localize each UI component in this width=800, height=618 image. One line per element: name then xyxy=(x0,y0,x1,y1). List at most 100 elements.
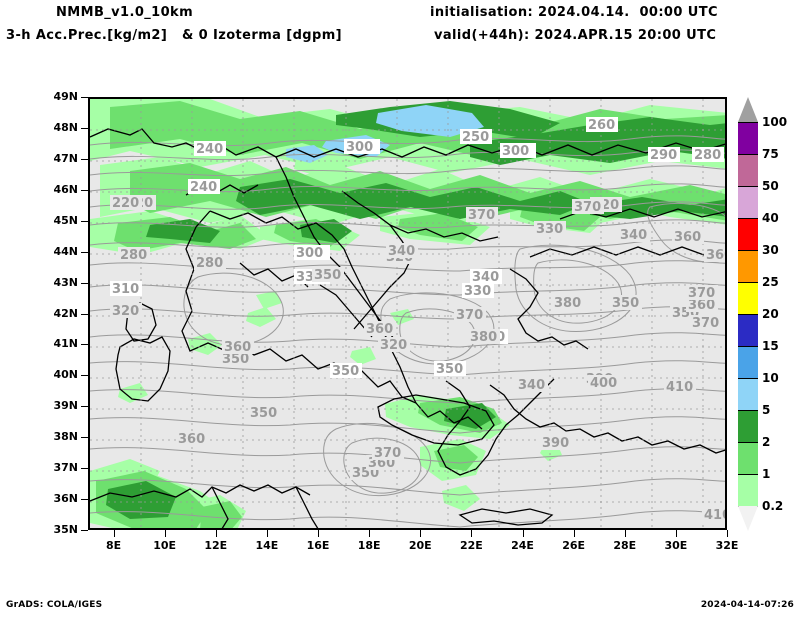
svg-text:280: 280 xyxy=(694,148,721,163)
colorbar-tick-label: 40 xyxy=(762,211,779,225)
x-tick xyxy=(471,530,473,537)
map-canvas: 220 240 240 250 260 280 280 290 280 300 … xyxy=(90,99,727,528)
colorbar-tick xyxy=(738,474,758,475)
svg-text:360: 360 xyxy=(706,248,727,263)
y-tick xyxy=(81,406,88,408)
svg-text:350: 350 xyxy=(612,296,639,311)
svg-text:300: 300 xyxy=(502,144,529,159)
y-axis-label: 39N xyxy=(53,399,78,413)
colorbar-segment xyxy=(738,282,758,314)
footer-credit: GrADS: COLA/IGES xyxy=(6,600,103,610)
svg-text:400: 400 xyxy=(590,376,617,391)
colorbar-tick xyxy=(738,346,758,347)
colorbar-segment xyxy=(738,186,758,218)
svg-text:350: 350 xyxy=(332,364,359,379)
svg-text:360: 360 xyxy=(224,340,251,355)
x-tick xyxy=(727,530,728,537)
y-tick xyxy=(81,437,88,439)
colorbar-tick xyxy=(738,154,758,155)
colorbar-tick-label: 20 xyxy=(762,307,779,321)
colorbar-tick xyxy=(738,122,758,123)
colorbar[interactable]: 0.2 1 2 5 10 15 20 25 30 40 50 75 100 xyxy=(738,115,787,513)
svg-text:410: 410 xyxy=(704,508,727,523)
svg-text:350: 350 xyxy=(436,362,463,377)
colorbar-tick xyxy=(738,314,758,315)
y-tick xyxy=(81,97,88,98)
colorbar-tick-label: 0.2 xyxy=(762,499,784,513)
header-model-name: NMMB_v1.0_10km xyxy=(56,5,194,20)
x-tick xyxy=(164,530,166,537)
colorbar-segment xyxy=(738,474,758,506)
x-tick xyxy=(420,530,422,537)
x-axis-label: 24E xyxy=(511,539,534,552)
colorbar-segment xyxy=(738,410,758,442)
colorbar-tick-label: 10 xyxy=(762,371,779,385)
x-tick xyxy=(113,530,115,537)
y-axis-label: 44N xyxy=(53,244,78,258)
colorbar-tick xyxy=(738,378,758,379)
svg-text:340: 340 xyxy=(472,270,499,285)
y-tick xyxy=(81,220,88,222)
svg-text:370: 370 xyxy=(692,316,719,331)
x-tick xyxy=(318,530,320,537)
x-axis-label: 32E xyxy=(715,539,739,552)
svg-text:320: 320 xyxy=(112,304,139,319)
colorbar-segment xyxy=(738,378,758,410)
colorbar-tick-label: 25 xyxy=(762,275,779,289)
y-tick xyxy=(81,530,88,531)
svg-text:370: 370 xyxy=(456,308,483,323)
y-axis-label: 47N xyxy=(53,151,78,165)
colorbar-under-wedge xyxy=(738,506,758,531)
svg-text:260: 260 xyxy=(588,118,615,133)
y-tick xyxy=(81,499,88,501)
x-tick xyxy=(369,530,371,537)
x-tick xyxy=(215,530,217,537)
svg-text:280: 280 xyxy=(196,256,223,271)
colorbar-tick xyxy=(738,282,758,283)
y-axis-label: 36N xyxy=(53,492,78,506)
svg-text:240: 240 xyxy=(196,142,223,157)
x-axis-label: 30E xyxy=(664,539,688,552)
svg-text:300: 300 xyxy=(296,246,323,261)
y-axis-label: 38N xyxy=(53,430,78,444)
x-tick xyxy=(624,530,626,537)
y-tick xyxy=(81,251,88,253)
colorbar-segment xyxy=(738,314,758,346)
y-axis-label: 48N xyxy=(53,120,78,134)
y-tick xyxy=(81,158,88,160)
svg-text:360: 360 xyxy=(674,230,701,245)
y-tick xyxy=(81,282,88,284)
y-axis-label: 40N xyxy=(53,368,78,382)
x-axis-label: 16E xyxy=(306,539,330,552)
svg-text:300: 300 xyxy=(346,140,373,155)
svg-text:350: 350 xyxy=(222,352,249,367)
colorbar-tick-label: 100 xyxy=(762,115,788,129)
colorbar-tick xyxy=(738,186,758,187)
colorbar-segment xyxy=(738,154,758,186)
y-tick xyxy=(81,127,88,129)
colorbar-tick-label: 75 xyxy=(762,147,779,161)
svg-text:280: 280 xyxy=(120,248,147,263)
x-axis-label: 28E xyxy=(613,539,637,552)
colorbar-tick-label: 15 xyxy=(762,339,779,353)
x-tick xyxy=(266,530,268,537)
colorbar-segment xyxy=(738,218,758,250)
svg-text:340: 340 xyxy=(518,378,545,393)
x-axis-label: 12E xyxy=(204,539,228,552)
y-tick xyxy=(81,313,88,315)
colorbar-segment xyxy=(738,122,758,154)
x-tick xyxy=(573,530,575,537)
footer-timestamp: 2024-04-14-07:26 xyxy=(700,600,794,610)
colorbar-tick xyxy=(738,250,758,251)
svg-text:330: 330 xyxy=(464,284,491,299)
svg-text:370: 370 xyxy=(374,446,401,461)
colorbar-segment xyxy=(738,250,758,282)
colorbar-tick-label: 50 xyxy=(762,179,779,193)
svg-text:370: 370 xyxy=(468,208,495,223)
svg-text:350: 350 xyxy=(314,268,341,283)
y-axis-label: 46N xyxy=(53,182,78,196)
svg-text:250: 250 xyxy=(462,130,489,145)
x-axis-label: 10E xyxy=(153,539,177,552)
header-initialisation: initialisation: 2024.04.14. 00:00 UTC xyxy=(430,5,718,20)
colorbar-tick xyxy=(738,218,758,219)
